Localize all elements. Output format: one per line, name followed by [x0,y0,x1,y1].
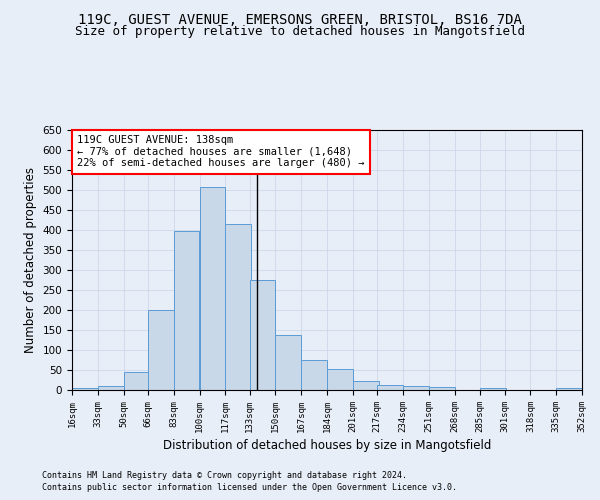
Bar [377,385,403,390]
Bar [98,386,124,390]
Bar [148,310,173,390]
Bar [481,388,506,390]
Bar [327,369,353,390]
Bar [556,388,582,390]
Bar [199,187,226,390]
Text: Contains HM Land Registry data © Crown copyright and database right 2024.: Contains HM Land Registry data © Crown c… [42,470,407,480]
Bar [353,381,379,390]
Bar [275,335,301,390]
Bar [173,231,199,390]
Bar [124,372,149,390]
Text: Size of property relative to detached houses in Mangotsfield: Size of property relative to detached ho… [75,25,525,38]
Bar [226,224,251,390]
Bar [72,388,98,390]
Bar [428,387,455,390]
Text: Contains public sector information licensed under the Open Government Licence v3: Contains public sector information licen… [42,483,457,492]
Bar [403,386,428,390]
Text: 119C GUEST AVENUE: 138sqm
← 77% of detached houses are smaller (1,648)
22% of se: 119C GUEST AVENUE: 138sqm ← 77% of detac… [77,135,365,168]
X-axis label: Distribution of detached houses by size in Mangotsfield: Distribution of detached houses by size … [163,439,491,452]
Bar [301,360,327,390]
Text: 119C, GUEST AVENUE, EMERSONS GREEN, BRISTOL, BS16 7DA: 119C, GUEST AVENUE, EMERSONS GREEN, BRIS… [78,12,522,26]
Bar [250,280,275,390]
Y-axis label: Number of detached properties: Number of detached properties [24,167,37,353]
